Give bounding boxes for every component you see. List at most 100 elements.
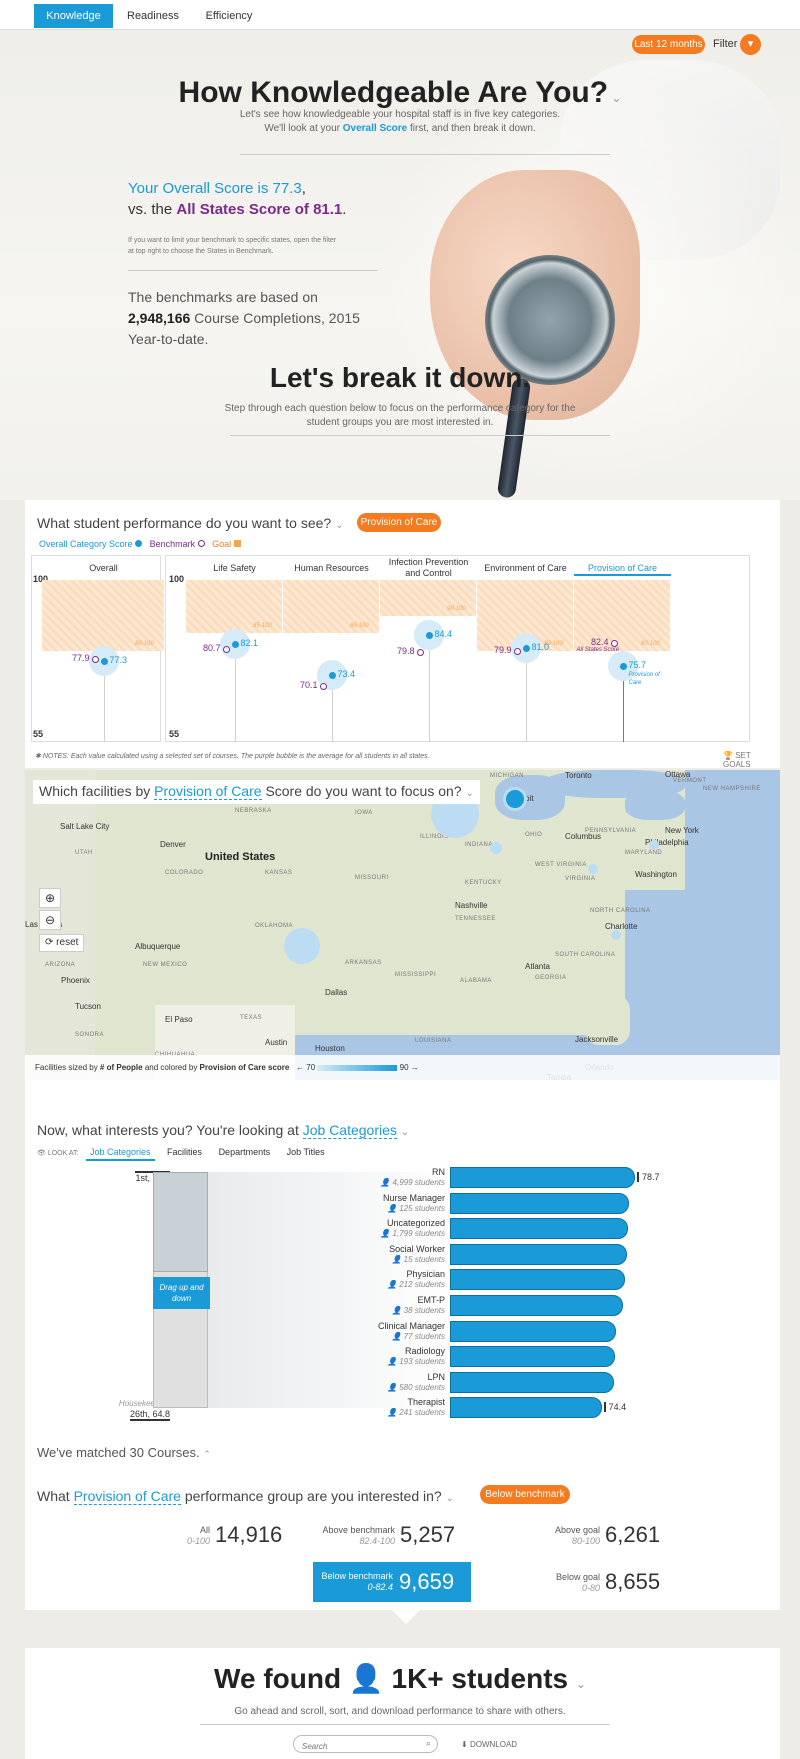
category-label[interactable]: Human Resources bbox=[294, 563, 369, 573]
category-label[interactable]: Provision of Care bbox=[587, 563, 658, 573]
job-bar[interactable] bbox=[450, 1243, 628, 1265]
download-button[interactable]: ⬇ DOWNLOAD bbox=[461, 1740, 518, 1749]
job-label[interactable]: Uncategorized 👤 1,799 students bbox=[380, 1218, 445, 1239]
stat-above-goal-value[interactable]: 6,261 bbox=[605, 1522, 661, 1547]
atlantic-ocean bbox=[685, 770, 780, 1080]
facility-bubble-selected[interactable] bbox=[503, 787, 527, 811]
drag-handle[interactable]: Drag up and down bbox=[153, 1277, 210, 1309]
category-pill[interactable]: Provision of Care bbox=[357, 513, 441, 532]
selected-category-indicator bbox=[574, 574, 671, 576]
stat-below-goal[interactable]: Below goal 0-80 bbox=[555, 1572, 600, 1593]
benchmark-ring[interactable] bbox=[610, 639, 618, 647]
category-stem bbox=[103, 660, 105, 742]
performance-question: What student performance do you want to … bbox=[37, 515, 344, 531]
search-input[interactable] bbox=[302, 1738, 417, 1755]
map-place-label: COLORADO bbox=[165, 870, 204, 876]
map-place-label: Jacksonville bbox=[575, 1035, 619, 1044]
benchmark-ring[interactable] bbox=[91, 655, 99, 663]
tab-readiness[interactable]: Readiness bbox=[127, 10, 179, 22]
chevron-up-icon[interactable]: ⌃ bbox=[203, 1449, 211, 1459]
zoom-out-icon[interactable]: ⊖ bbox=[39, 910, 61, 930]
job-bar[interactable] bbox=[450, 1167, 635, 1188]
score-label: 84.4 bbox=[434, 629, 453, 640]
below-benchmark-button[interactable]: Below benchmark 0-82.4 9,659 bbox=[313, 1562, 471, 1602]
score-dot[interactable] bbox=[619, 663, 627, 671]
stat-all-value[interactable]: 14,916 bbox=[215, 1522, 283, 1547]
stat-below-goal-value[interactable]: 8,655 bbox=[605, 1569, 661, 1594]
tab-job-categories[interactable]: Job Categories bbox=[85, 1147, 155, 1161]
category-label[interactable]: Life Safety bbox=[213, 563, 256, 573]
map-place-label: ARKANSAS bbox=[345, 960, 382, 966]
matched-courses[interactable]: We've matched 30 Courses. ⌃ bbox=[37, 1445, 211, 1460]
set-goals-link[interactable]: 🏆 SET GOALS bbox=[723, 751, 751, 769]
benchmark-ring[interactable] bbox=[416, 648, 424, 656]
stat-above-benchmark-value[interactable]: 5,257 bbox=[400, 1522, 456, 1547]
job-label[interactable]: Clinical Manager 👤 77 students bbox=[377, 1320, 445, 1341]
map-place-label: Phoenix bbox=[61, 976, 90, 985]
goal-label: 85-100 bbox=[253, 623, 272, 630]
stat-all[interactable]: All 0-100 bbox=[186, 1525, 210, 1546]
job-bar[interactable] bbox=[450, 1346, 615, 1368]
tab-knowledge[interactable]: Knowledge bbox=[34, 4, 113, 28]
score-dot[interactable] bbox=[328, 671, 336, 679]
tab-efficiency[interactable]: Efficiency bbox=[205, 10, 253, 22]
filter-label[interactable]: Filter bbox=[713, 38, 738, 50]
category-label[interactable]: Environment of Care bbox=[484, 563, 567, 573]
job-label[interactable]: LPN 👤 580 students bbox=[387, 1371, 445, 1392]
chevron-down-icon[interactable]: ⌄ bbox=[608, 91, 622, 105]
tab-job-titles[interactable]: Job Titles bbox=[286, 1147, 325, 1157]
search-box[interactable]: ⌕ bbox=[293, 1735, 438, 1755]
map-place-label: SONORA bbox=[75, 1032, 105, 1038]
tab-facilities[interactable]: Facilities bbox=[167, 1147, 203, 1157]
facility-bubble[interactable] bbox=[649, 840, 659, 850]
benchmark-ring[interactable] bbox=[222, 645, 230, 653]
job-label[interactable]: Radiology 👤 193 students bbox=[387, 1346, 445, 1367]
job-bar[interactable] bbox=[450, 1397, 602, 1419]
scroll-window[interactable] bbox=[153, 1172, 208, 1272]
facility-bubble[interactable] bbox=[284, 928, 320, 964]
divider bbox=[230, 435, 610, 436]
section-title-breakdown: Let's break it down. bbox=[269, 362, 531, 393]
benchmark-ring[interactable] bbox=[513, 648, 521, 656]
group-pill[interactable]: Below benchmark bbox=[480, 1485, 570, 1504]
job-bar[interactable] bbox=[450, 1192, 629, 1214]
job-bar[interactable] bbox=[450, 1295, 623, 1316]
job-bar[interactable] bbox=[450, 1218, 629, 1240]
category-label[interactable]: Infection Prevention and Control bbox=[388, 557, 469, 578]
download-icon: ⬇ bbox=[461, 1740, 468, 1749]
category-label[interactable]: Overall bbox=[89, 563, 118, 573]
facility-bubble[interactable] bbox=[588, 864, 598, 874]
job-bar[interactable] bbox=[450, 1269, 625, 1291]
stat-above-benchmark[interactable]: Above benchmark 82.4-100 bbox=[322, 1525, 395, 1546]
job-label[interactable]: EMT-P 👤 38 students bbox=[391, 1295, 445, 1315]
benchmark-ring[interactable] bbox=[319, 683, 327, 691]
score-dot[interactable] bbox=[425, 632, 433, 640]
job-label[interactable]: Therapist 👤 241 students bbox=[387, 1397, 445, 1418]
job-bar[interactable] bbox=[450, 1320, 616, 1342]
job-label[interactable]: Physician 👤 212 students bbox=[387, 1269, 445, 1290]
score-dot[interactable] bbox=[231, 640, 239, 648]
job-label[interactable]: Nurse Manager 👤 125 students bbox=[382, 1192, 445, 1213]
score-dot[interactable] bbox=[100, 657, 108, 665]
facility-bubble[interactable] bbox=[490, 842, 502, 854]
search-icon[interactable]: ⌕ bbox=[425, 1738, 431, 1748]
pointer-arrow bbox=[392, 1610, 420, 1624]
score-dot[interactable] bbox=[522, 644, 530, 652]
facility-map[interactable]: MICHIGAN Toronto VERMONT NEW HAMPSHIRE Ottaw… bbox=[25, 770, 780, 1080]
job-bar[interactable] bbox=[450, 1371, 615, 1393]
map-place-label: VERMONT bbox=[673, 778, 707, 784]
divider bbox=[240, 154, 610, 155]
map-place-label: Nashville bbox=[455, 901, 488, 910]
zoom-in-icon[interactable]: ⊕ bbox=[39, 888, 61, 908]
look-at-tabs: 👁 LOOK AT: Job Categories Facilities Dep… bbox=[37, 1147, 325, 1161]
facility-bubble[interactable] bbox=[611, 930, 621, 940]
stat-above-goal[interactable]: Above goal 80-100 bbox=[554, 1525, 600, 1546]
tab-departments[interactable]: Departments bbox=[218, 1147, 271, 1157]
period-pill[interactable]: Last 12 months bbox=[632, 35, 705, 54]
job-label[interactable]: RN 👤 4,999 students bbox=[380, 1167, 445, 1187]
job-label[interactable]: Social Worker 👤 15 students bbox=[389, 1243, 445, 1264]
below-benchmark-value: 9,659 bbox=[399, 1569, 455, 1594]
filter-icon[interactable]: ▾ bbox=[740, 34, 761, 55]
y-max-label-2: 100 bbox=[169, 574, 185, 584]
map-reset-button[interactable]: ⟳ reset bbox=[39, 934, 85, 952]
